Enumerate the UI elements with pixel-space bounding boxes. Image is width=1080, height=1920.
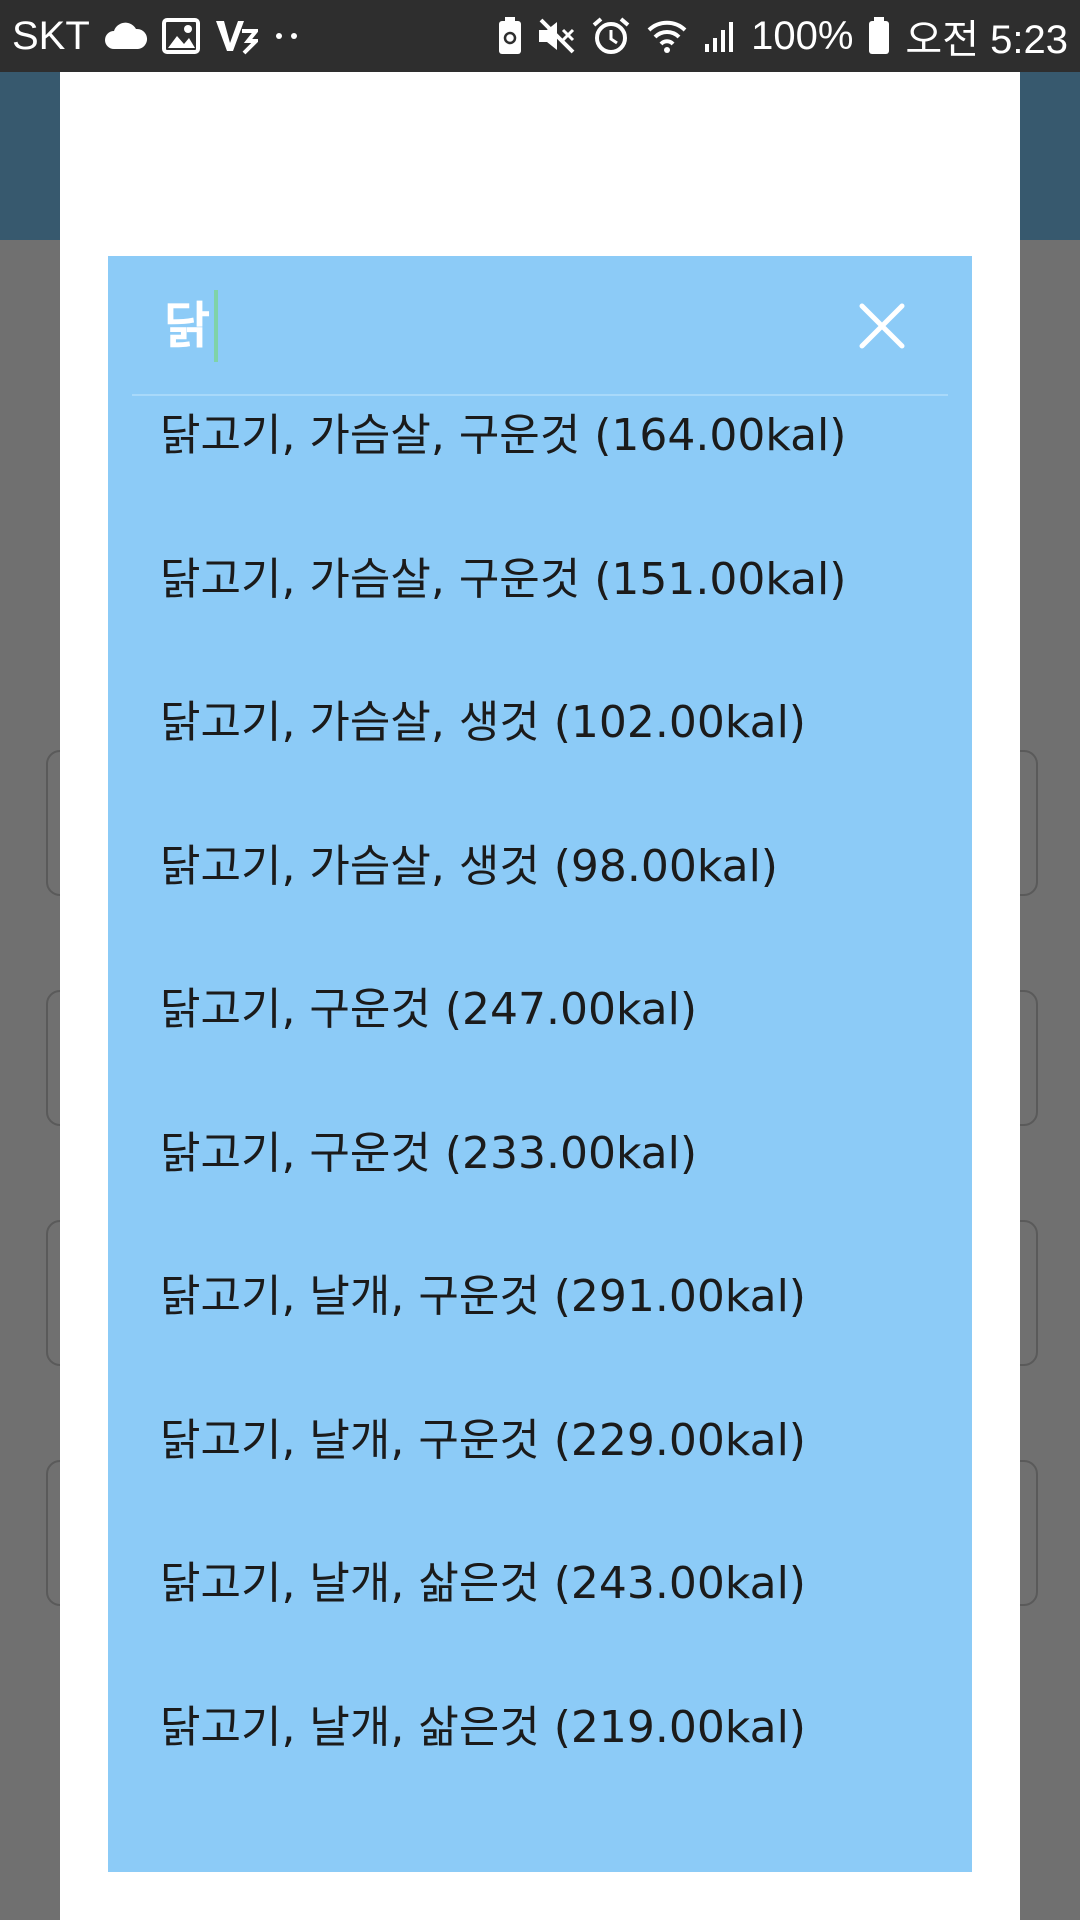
- signal-icon: [703, 18, 737, 54]
- close-button[interactable]: [848, 292, 916, 360]
- search-input[interactable]: 닭: [164, 290, 218, 362]
- more-dots-icon: [272, 31, 302, 41]
- result-item[interactable]: 닭고기, 가슴살, 구운것 (151.00kal): [160, 553, 847, 605]
- result-item[interactable]: 닭고기, 날개, 삶은것 (243.00kal): [160, 1558, 806, 1609]
- close-icon: [859, 303, 905, 349]
- wifi-icon: [645, 18, 689, 54]
- result-item[interactable]: 닭고기, 날개, 삶은것 (219.00kal): [160, 1701, 806, 1753]
- result-item[interactable]: 닭고기, 구운것 (233.00kal): [160, 1127, 698, 1179]
- image-icon: [161, 18, 200, 54]
- battery-saver-icon: [497, 16, 523, 56]
- alarm-icon: [591, 16, 631, 56]
- text-cursor: [214, 290, 218, 362]
- carrier-label: SKT: [12, 13, 90, 58]
- v3-icon: [214, 17, 258, 55]
- battery-icon: [867, 16, 891, 56]
- status-bar: SKT: [0, 0, 1080, 72]
- mute-icon: [537, 18, 577, 54]
- search-bar: 닭: [132, 256, 948, 396]
- result-item[interactable]: 닭고기, 가슴살, 생것 (102.00kal): [160, 697, 806, 748]
- results-list: 닭고기, 가슴살, 구운것 (164.00kal) 닭고기, 가슴살, 구운것 …: [108, 400, 972, 1835]
- result-item[interactable]: 닭고기, 날개, 구운것 (229.00kal): [160, 1414, 806, 1466]
- result-item[interactable]: 닭고기, 구운것 (247.00kal): [160, 984, 698, 1035]
- search-query: 닭: [164, 297, 210, 355]
- result-item[interactable]: 닭고기, 가슴살, 생것 (98.00kal): [160, 840, 778, 892]
- battery-percent: 100%: [751, 13, 854, 58]
- result-item[interactable]: 닭고기, 날개, 구운것 (291.00kal): [160, 1271, 806, 1322]
- cloud-icon: [104, 21, 148, 51]
- clock: 오전 5:23: [905, 18, 1068, 62]
- result-item[interactable]: 닭고기, 가슴살, 구운것 (164.00kal): [160, 410, 847, 461]
- food-search-panel: 닭 닭고기, 가슴살, 구운것 (164.00kal) 닭고기, 가슴살, 구운…: [108, 256, 972, 1872]
